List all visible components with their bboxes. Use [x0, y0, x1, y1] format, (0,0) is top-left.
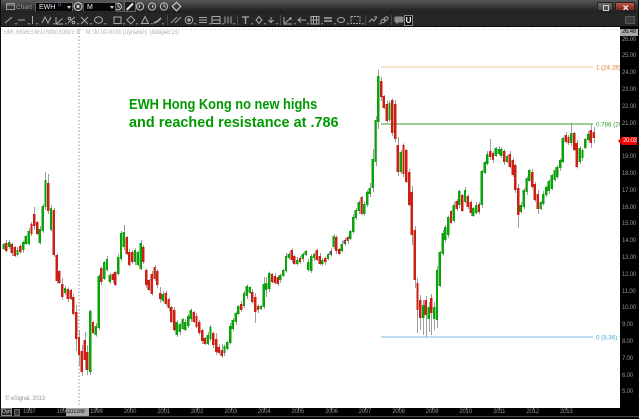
svg-text:0 (8.36): 0 (8.36) [596, 335, 617, 342]
svg-text:0.786 (20.87): 0.786 (20.87) [596, 122, 620, 129]
svg-text:1 (24.28): 1 (24.28) [596, 65, 620, 72]
